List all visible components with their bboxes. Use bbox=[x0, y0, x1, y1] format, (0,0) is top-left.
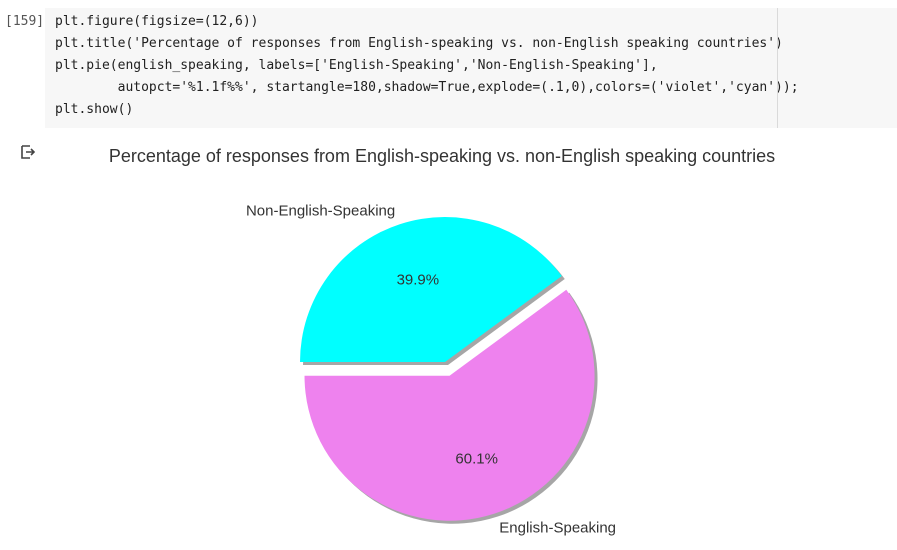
pie-slice-non-english-speaking bbox=[300, 217, 562, 362]
slice-percent-label: 60.1% bbox=[455, 450, 498, 467]
slice-label: Non-English-Speaking bbox=[246, 202, 395, 219]
output-arrow-icon[interactable] bbox=[20, 144, 36, 160]
code-ruler bbox=[777, 8, 778, 128]
code-line: plt.figure(figsize=(12,6)) bbox=[55, 14, 259, 29]
code-line: plt.pie(english_speaking, labels=['Engli… bbox=[55, 58, 658, 73]
pie-chart: Percentage of responses from English-spe… bbox=[109, 146, 775, 536]
pie-slice-english-speaking bbox=[304, 289, 595, 521]
execution-count: [159] bbox=[5, 14, 45, 29]
code-line: plt.title('Percentage of responses from … bbox=[55, 36, 783, 51]
chart-title: Percentage of responses from English-spe… bbox=[109, 146, 775, 166]
pie-plot-area: English-Speaking 60.1% Non-English-Speakin… bbox=[246, 202, 616, 536]
slice-label: English-Speaking bbox=[499, 519, 616, 536]
code-line: autopct='%1.1f%%', startangle=180,shadow… bbox=[55, 80, 799, 95]
code-line: plt.show() bbox=[55, 102, 134, 117]
code-editor[interactable]: plt.figure(figsize=(12,6)) plt.title('Pe… bbox=[45, 8, 897, 128]
slice-percent-label: 39.9% bbox=[397, 271, 440, 288]
